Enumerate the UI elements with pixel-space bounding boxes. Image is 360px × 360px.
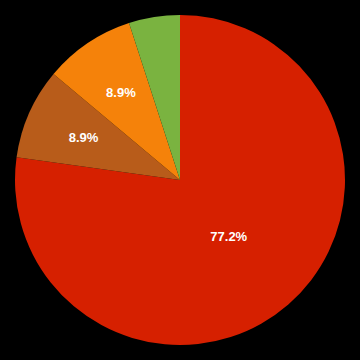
svg-text:8.9%: 8.9% <box>69 130 99 145</box>
svg-text:8.9%: 8.9% <box>106 85 136 100</box>
svg-text:77.2%: 77.2% <box>210 229 247 244</box>
